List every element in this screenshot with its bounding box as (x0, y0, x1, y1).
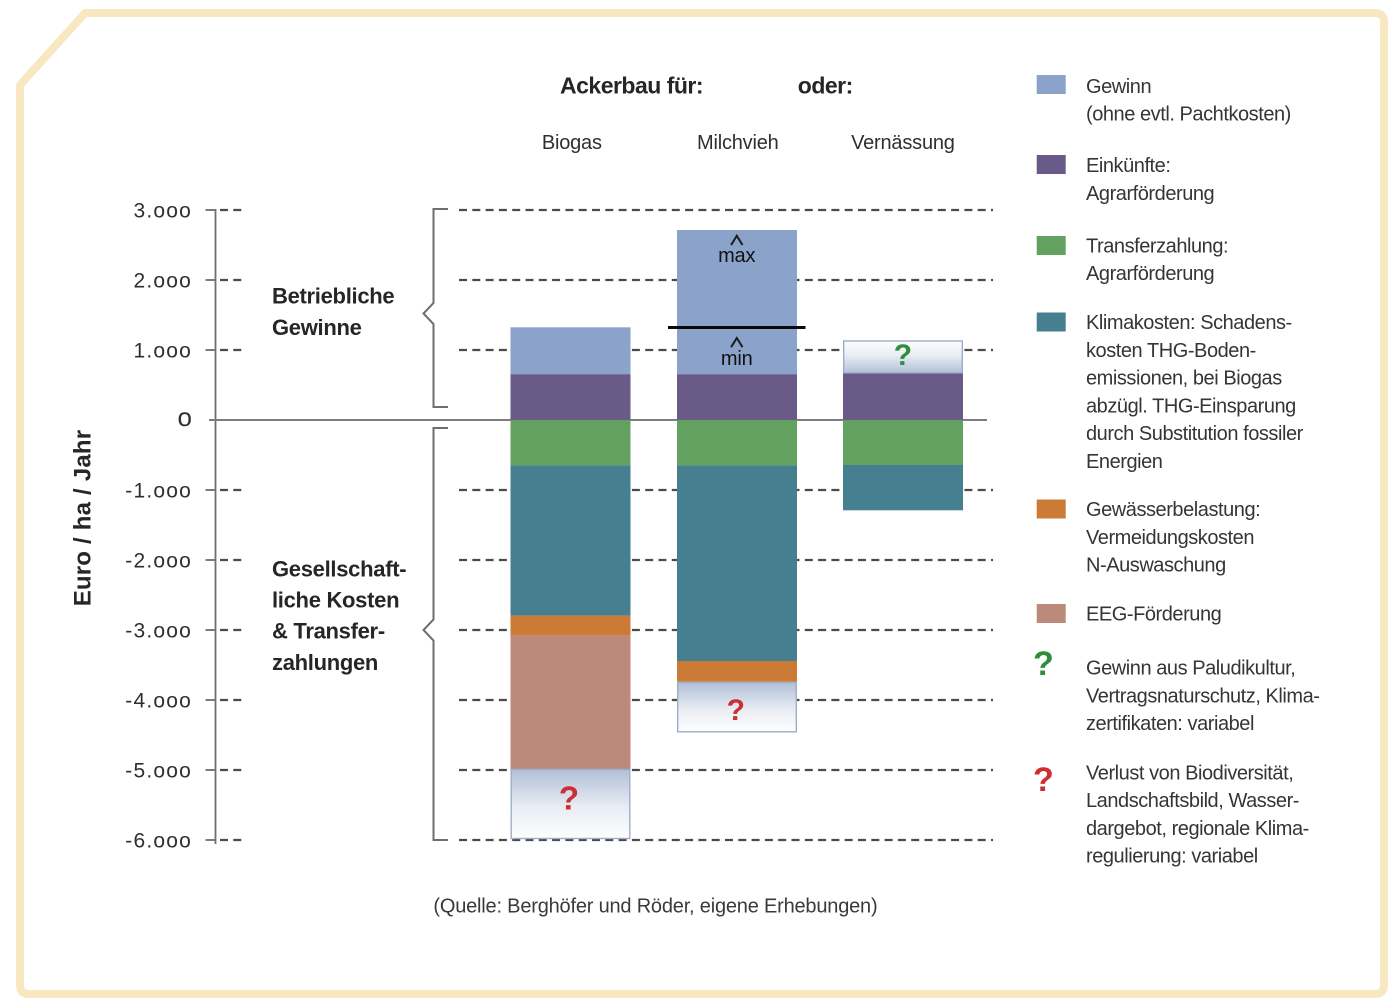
svg-text:2.ooo: 2.ooo (133, 270, 192, 293)
svg-text:abzügl. THG-Einsparung: abzügl. THG-Einsparung (1086, 395, 1296, 417)
svg-text:?: ? (559, 780, 579, 817)
svg-text:Einkünfte:: Einkünfte: (1086, 155, 1170, 177)
svg-text:-3.ooo: -3.ooo (125, 620, 192, 643)
svg-text:(Quelle: Berghöfer und Röder,: (Quelle: Berghöfer und Röder, eigene Erh… (433, 896, 877, 918)
svg-text:-6.ooo: -6.ooo (125, 830, 192, 853)
svg-text:(ohne evtl. Pachtkosten): (ohne evtl. Pachtkosten) (1086, 104, 1291, 126)
svg-text:Vertragsnaturschutz, Klima-: Vertragsnaturschutz, Klima- (1086, 685, 1320, 707)
svg-text:Gewässerbelastung:: Gewässerbelastung: (1086, 499, 1260, 521)
svg-text:?: ? (1033, 761, 1054, 799)
svg-text:o: o (178, 402, 192, 432)
svg-text:Verlust von Biodiversität,: Verlust von Biodiversität, (1086, 762, 1293, 784)
svg-text:Euro / ha / Jahr: Euro / ha / Jahr (70, 430, 97, 607)
svg-text:Betriebliche: Betriebliche (272, 284, 394, 309)
svg-text:liche Kosten: liche Kosten (272, 588, 399, 613)
svg-text:Gewinn aus Paludikultur,: Gewinn aus Paludikultur, (1086, 658, 1295, 680)
svg-text:durch Substitution fossiler: durch Substitution fossiler (1086, 423, 1304, 445)
svg-text:kosten THG-Boden-: kosten THG-Boden- (1086, 340, 1256, 362)
svg-text:emissionen, bei Biogas: emissionen, bei Biogas (1086, 368, 1282, 390)
svg-text:Vermeidungskosten: Vermeidungskosten (1086, 527, 1254, 549)
svg-text:-1.ooo: -1.ooo (125, 480, 192, 503)
svg-text:Energien: Energien (1086, 451, 1162, 473)
svg-text:Biogas: Biogas (542, 132, 602, 154)
svg-text:?: ? (727, 694, 745, 727)
svg-text:1.ooo: 1.ooo (133, 340, 192, 363)
svg-text:dargebot, regionale Klima-: dargebot, regionale Klima- (1086, 818, 1309, 840)
svg-text:min: min (721, 348, 753, 370)
svg-text:Transferzahlung:: Transferzahlung: (1086, 236, 1228, 258)
svg-text:-5.ooo: -5.ooo (125, 760, 192, 783)
svg-text:EEG-Förderung: EEG-Förderung (1086, 604, 1221, 626)
svg-text:Gewinne: Gewinne (272, 315, 362, 340)
svg-text:zertifikaten: variabel: zertifikaten: variabel (1086, 713, 1254, 735)
svg-text:& Transfer-: & Transfer- (272, 619, 385, 644)
svg-text:Gesellschaft-: Gesellschaft- (272, 556, 406, 581)
svg-text:?: ? (1033, 645, 1054, 683)
svg-text:max: max (718, 245, 755, 267)
svg-text:Gewinn: Gewinn (1086, 76, 1151, 98)
svg-text:-2.ooo: -2.ooo (125, 550, 192, 573)
svg-text:Ackerbau für:: Ackerbau für: (560, 73, 703, 99)
svg-text:Agrarförderung: Agrarförderung (1086, 263, 1214, 285)
svg-text:regulierung: variabel: regulierung: variabel (1086, 846, 1258, 868)
svg-text:3.ooo: 3.ooo (133, 200, 192, 223)
svg-text:-4.ooo: -4.ooo (125, 690, 192, 713)
svg-text:Landschaftsbild, Wasser-: Landschaftsbild, Wasser- (1086, 790, 1299, 812)
svg-text:oder:: oder: (798, 73, 853, 99)
svg-text:Agrarförderung: Agrarförderung (1086, 183, 1214, 205)
svg-text:Vernässung: Vernässung (851, 132, 955, 154)
svg-text:?: ? (894, 339, 912, 372)
svg-text:zahlungen: zahlungen (272, 650, 378, 675)
svg-text:Klimakosten: Schadens-: Klimakosten: Schadens- (1086, 312, 1292, 334)
svg-text:Milchvieh: Milchvieh (697, 132, 779, 154)
svg-text:N-Auswaschung: N-Auswaschung (1086, 555, 1226, 577)
